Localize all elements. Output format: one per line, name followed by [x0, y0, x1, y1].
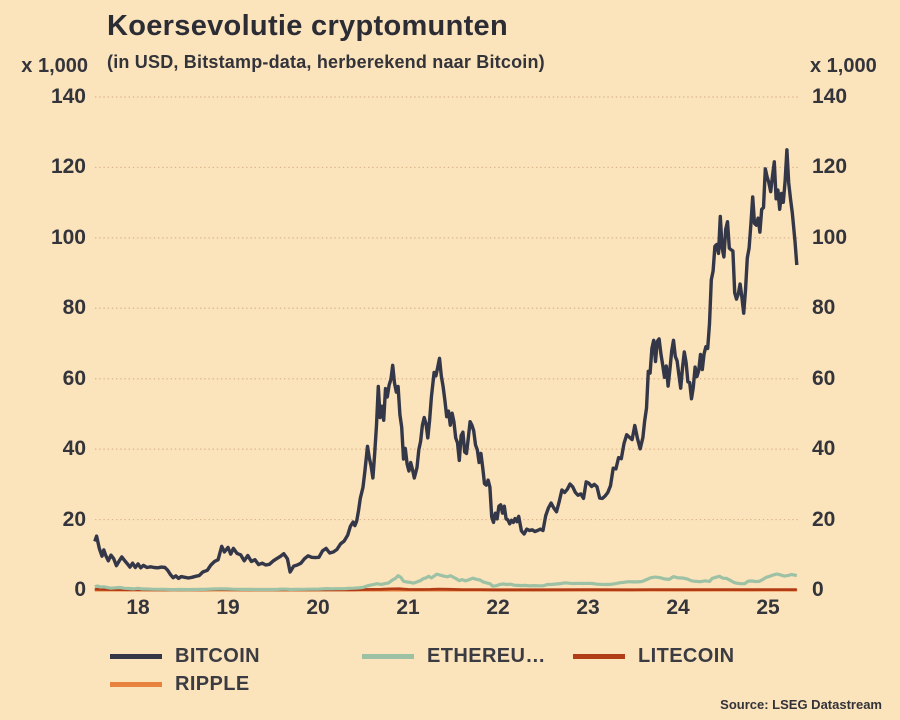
x-tick-label-21: 21: [396, 596, 420, 619]
legend-label-litecoin: LITECOIN: [638, 644, 735, 667]
page-subtitle: (in USD, Bitstamp-data, herberekend naar…: [107, 52, 545, 72]
y-tick-label-left-120: 120: [50, 155, 86, 179]
legend-item-ethereum: ETHEREU…: [362, 644, 546, 667]
x-tick-label-24: 24: [666, 596, 690, 619]
series-line-bitcoin: [93, 148, 799, 581]
y-tick-label-left-100: 100: [50, 225, 86, 249]
x-tick-label-20: 20: [306, 596, 330, 619]
legend-item-ripple: RIPPLE: [110, 672, 250, 695]
y-tick-label-left-60: 60: [62, 366, 86, 390]
y-axis-multiplier-right: x 1,000: [810, 55, 877, 77]
y-axis-multiplier-left: x 1,000: [21, 55, 88, 77]
x-tick-label-19: 19: [216, 596, 240, 619]
ethereum-line-swatch-icon: [362, 653, 414, 659]
legend-label-ripple: RIPPLE: [175, 672, 250, 695]
y-tick-label-left-140: 140: [50, 85, 86, 108]
y-tick-label-left-40: 40: [62, 437, 86, 461]
x-tick-label-22: 22: [486, 596, 510, 619]
legend-item-litecoin: LITECOIN: [573, 644, 735, 667]
y-tick-label-right-20: 20: [812, 507, 836, 531]
y-tick-label-right-140: 140: [812, 85, 848, 108]
y-tick-label-right-120: 120: [812, 155, 848, 179]
page-title: Koersevolutie cryptomunten: [107, 10, 508, 42]
source-credit: Source: LSEG Datastream: [720, 697, 882, 712]
y-tick-label-left-20: 20: [62, 507, 86, 531]
x-tick-label-23: 23: [576, 596, 600, 619]
y-tick-label-right-100: 100: [812, 225, 848, 249]
litecoin-line-swatch-icon: [573, 653, 625, 659]
y-tick-label-right-0: 0: [812, 578, 824, 601]
y-tick-label-right-60: 60: [812, 366, 836, 390]
series-line-ethereum: [94, 572, 798, 592]
legend-item-bitcoin: BITCOIN: [110, 644, 261, 667]
ripple-line-swatch-icon: [110, 681, 162, 687]
x-tick-label-25: 25: [756, 596, 780, 619]
legend-label-bitcoin: BITCOIN: [175, 644, 261, 667]
x-tick-label-18: 18: [126, 596, 150, 619]
y-tick-label-left-0: 0: [74, 578, 86, 601]
y-tick-label-right-80: 80: [812, 296, 836, 320]
y-tick-label-right-40: 40: [812, 437, 836, 461]
bitcoin-line-swatch-icon: [110, 653, 162, 659]
legend-label-ethereum: ETHEREU…: [427, 644, 546, 667]
y-tick-label-left-80: 80: [62, 296, 86, 320]
